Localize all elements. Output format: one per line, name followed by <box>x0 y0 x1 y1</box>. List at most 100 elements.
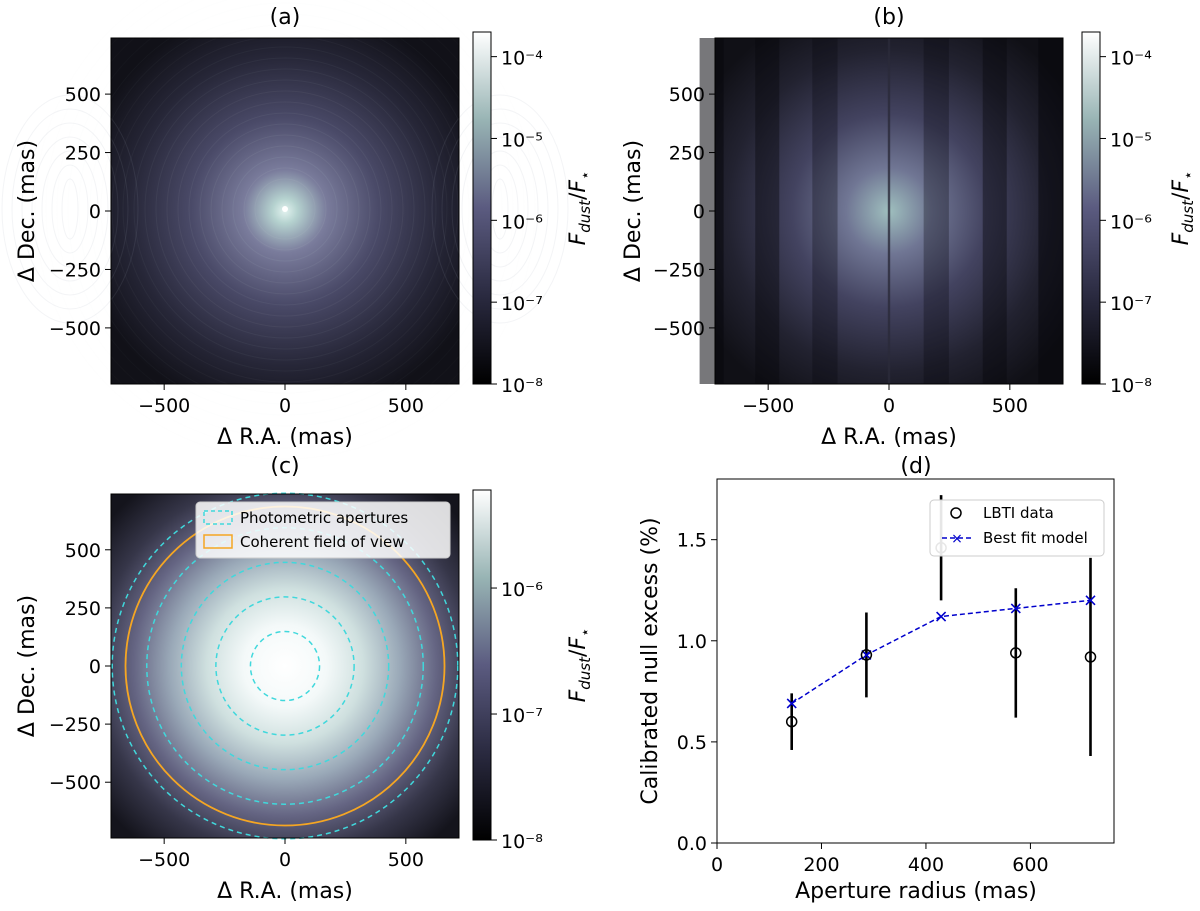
panel-b-ytick-label: 250 <box>669 143 705 165</box>
panel-b-dark-fringe <box>812 38 838 384</box>
panel-c-ytick-label: 500 <box>65 540 101 562</box>
panel-a-fringe-ring <box>166 90 404 328</box>
panel-c-axes: −500 0 500 500 250 0 −250 −500 <box>49 540 424 871</box>
panel-b-cbar-tick-label: 10⁻⁵ <box>1110 129 1152 151</box>
panel-a-colorbar-gradient <box>472 31 492 385</box>
panel-a-ytick-label: 0 <box>89 201 101 223</box>
panel-b-central-null <box>887 38 891 384</box>
panel-c-legend-box <box>195 501 451 559</box>
panel-d-data-point <box>785 715 798 728</box>
panel-a-fringe-arc <box>1 94 139 324</box>
panel-a-fringe-ring <box>210 134 360 284</box>
panel-b-cbar-tick-label: 10⁻⁴ <box>1110 48 1152 70</box>
panel-c-ytick-label: −500 <box>49 772 101 794</box>
panel-c-colorbar-gradient <box>472 489 492 841</box>
panel-a-cbar-tick-label: 10⁻⁴ <box>501 48 543 70</box>
panel-a-xlabel: Δ R.A. (mas) <box>217 425 353 450</box>
panel-b-dark-fringe <box>1038 38 1063 384</box>
panel-d-ytick-label: 1.5 <box>677 530 707 552</box>
panel-c-xtick-label: 0 <box>279 849 291 871</box>
panel-d-model-point <box>1010 603 1021 614</box>
panel-a-fringe-arc <box>61 178 79 240</box>
panel-a-fringe-ring <box>155 79 415 339</box>
panel-d-data-point <box>1010 647 1022 659</box>
panel-b-ytick-label: −500 <box>653 318 705 340</box>
panel-a-ylabel: Δ Dec. (mas) <box>15 140 40 282</box>
panel-d-xtick-label: 0 <box>711 854 723 876</box>
panel-c-aperture-circle <box>215 596 355 736</box>
panel-c-colorbar-label: Fdust/F⋆ <box>566 628 594 703</box>
panel-d-model-point <box>786 698 797 709</box>
panel-d-xtick-label: 200 <box>803 854 839 876</box>
panel-b-colorbar: 10⁻⁴ 10⁻⁵ 10⁻⁶ 10⁻⁷ 10⁻⁸ Fdust/F⋆ <box>1081 31 1197 397</box>
panel-d-legend-model-label: Best fit model <box>983 529 1088 547</box>
panel-a-fringe-arc <box>451 122 549 296</box>
panel-d-axes: 0 200 400 600 0.0 0.5 1.0 1.5 <box>677 530 1049 876</box>
panel-c-legend-fov-swatch <box>203 534 233 549</box>
panel-d-model-point <box>1085 595 1096 606</box>
panel-b-axes: −500 0 500 500 250 0 −250 −500 <box>653 84 1028 417</box>
panel-b-ytick-label: 0 <box>693 201 705 223</box>
panel-d-title: (d) <box>900 454 931 479</box>
panel-d-legend: LBTI data × Best fit model <box>929 499 1105 557</box>
panel-d-xlabel: Aperture radius (mas) <box>795 879 1037 904</box>
panel-b-cbar-tick-label: 10⁻⁷ <box>1110 293 1152 315</box>
panel-d-legend-model-marker: × <box>951 531 963 547</box>
panel-c-xlabel: Δ R.A. (mas) <box>217 879 353 904</box>
panel-a-fringe-arc <box>21 122 119 296</box>
panel-d-ylabel: Calibrated null excess (%) <box>638 517 663 804</box>
panel-d-legend-box <box>929 499 1105 557</box>
panel-a-fringe-ring <box>188 112 382 306</box>
panel-a-ytick-label: −250 <box>49 259 101 281</box>
panel-b-cbar-tick-label: 10⁻⁶ <box>1110 211 1152 233</box>
panel-d-data-point <box>860 649 873 661</box>
panel-a-fringe-arc <box>31 136 109 282</box>
panel-b-colorbar-label: Fdust/F⋆ <box>1169 171 1197 246</box>
panel-a-cbar-tick-label: 10⁻⁸ <box>501 375 543 397</box>
panel-a-image <box>1 35 569 385</box>
panel-b-ytick-label: 500 <box>669 84 705 106</box>
panel-d-ytick-label: 1.0 <box>677 631 707 653</box>
panel-b-cbar-tick-label: 10⁻⁸ <box>1110 375 1152 397</box>
panel-a-fringe-arc <box>491 178 509 240</box>
panel-a-fringe-arc <box>11 108 129 310</box>
panel-b-xtick-label: 500 <box>992 395 1028 417</box>
panel-a-fringe-arc <box>471 150 529 268</box>
panel-a-fringe-ring <box>177 101 393 317</box>
panel-a-xtick-label: −500 <box>138 395 190 417</box>
panel-a-ytick-label: 500 <box>65 84 101 106</box>
panel-c-xtick-label: −500 <box>138 849 190 871</box>
panel-c-cbar-tick-label: 10⁻⁶ <box>501 579 543 601</box>
panel-a-fringe-arc <box>461 136 539 282</box>
panel-b-image <box>699 37 1064 385</box>
panel-a-title: (a) <box>270 5 301 30</box>
panel-a: (a) −500 0 500 500 250 0 −250 −500 Δ R.A. (mas)… <box>1 5 594 450</box>
panel-a-central-peak <box>282 206 288 212</box>
panel-d-model-point <box>936 611 947 622</box>
panel-c-ytick-label: 0 <box>89 656 101 678</box>
panel-a-ytick-label: 250 <box>65 143 101 165</box>
panel-b-xtick-label: −500 <box>742 395 794 417</box>
panel-b-xtick-label: 0 <box>883 395 895 417</box>
panel-d-model-line <box>791 599 1091 705</box>
panel-b-colorbar-gradient <box>1081 31 1101 385</box>
panel-c-ytick-label: −250 <box>49 714 101 736</box>
panel-d-ytick-label: 0.5 <box>677 732 707 754</box>
panel-b-xlabel: Δ R.A. (mas) <box>821 425 957 450</box>
panel-a-cbar-tick-label: 10⁻⁵ <box>501 129 543 151</box>
panel-c-cbar-tick-label: 10⁻⁷ <box>501 705 543 727</box>
panel-b: (b) −500 0 500 500 250 0 −250 −500 Δ R.A. (mas)… <box>621 5 1197 450</box>
panel-c-aperture-circle <box>249 630 321 702</box>
panel-a-ytick-label: −500 <box>49 318 101 340</box>
panel-a-xtick-label: 500 <box>388 395 424 417</box>
panel-c-legend: Photometric apertures Coherent field of … <box>195 501 451 559</box>
panel-c-title: (c) <box>270 454 299 479</box>
panel-d-xtick-label: 400 <box>908 854 944 876</box>
panel-a-xtick-label: 0 <box>279 395 291 417</box>
panel-a-colorbar-label: Fdust/F⋆ <box>566 171 594 246</box>
panel-b-ylabel: Δ Dec. (mas) <box>621 140 646 282</box>
panel-c-colorbar: 10⁻⁶ 10⁻⁷ 10⁻⁸ Fdust/F⋆ <box>472 489 594 853</box>
panel-a-fringe-ring <box>254 178 316 240</box>
panel-c-ytick-label: 250 <box>65 598 101 620</box>
